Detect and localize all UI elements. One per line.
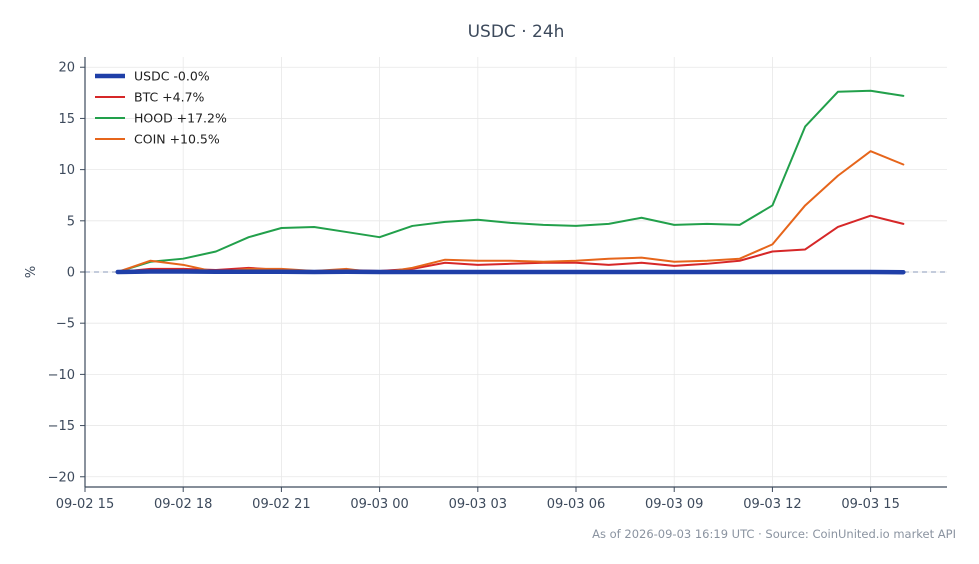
x-tick-label: 09-03 09 (645, 497, 703, 512)
series-line-coin (116, 150, 905, 275)
x-tick-label: 09-03 15 (841, 497, 899, 512)
y-tick-label: 15 (58, 112, 75, 127)
footer-source-note: As of 2026-09-03 16:19 UTC · Source: Coi… (592, 527, 956, 541)
x-tick-label: 09-03 12 (743, 497, 801, 512)
series-line-hood (116, 89, 905, 273)
x-tick-label: 09-03 00 (350, 497, 408, 512)
y-tick-label: 20 (58, 61, 75, 76)
y-axis-label: % (24, 266, 39, 278)
chart-title: USDC · 24h (468, 22, 565, 42)
x-tick-label: 09-03 03 (449, 497, 507, 512)
y-tick-label: 0 (67, 266, 75, 281)
series-line-btc (116, 214, 905, 275)
legend-label-btc: BTC +4.7% (134, 90, 205, 105)
x-ticks: 09-02 15 09-02 18 09-02 21 09-03 00 09-03 03… (56, 487, 900, 512)
y-tick-label: −5 (56, 317, 75, 332)
y-tick-label: −20 (48, 470, 75, 485)
legend-label-usdc: USDC -0.0% (134, 69, 210, 84)
legend-label-hood: HOOD +17.2% (134, 111, 227, 126)
series-line-usdc (115, 269, 906, 275)
legend: USDC -0.0% BTC +4.7% HOOD +17.2% COIN +10.5… (95, 69, 227, 147)
y-tick-label: 10 (58, 163, 75, 178)
y-tick-label: 5 (67, 214, 75, 229)
y-ticks: 20 15 10 5 0 −5 −10 −15 −20 (48, 61, 85, 485)
x-tick-label: 09-02 18 (154, 497, 212, 512)
y-tick-label: −15 (48, 419, 75, 434)
x-tick-label: 09-02 21 (252, 497, 310, 512)
x-tick-label: 09-02 15 (56, 497, 114, 512)
y-tick-label: −10 (48, 368, 75, 383)
series-lines (115, 89, 906, 275)
legend-label-coin: COIN +10.5% (134, 132, 220, 147)
x-tick-label: 09-03 06 (547, 497, 605, 512)
